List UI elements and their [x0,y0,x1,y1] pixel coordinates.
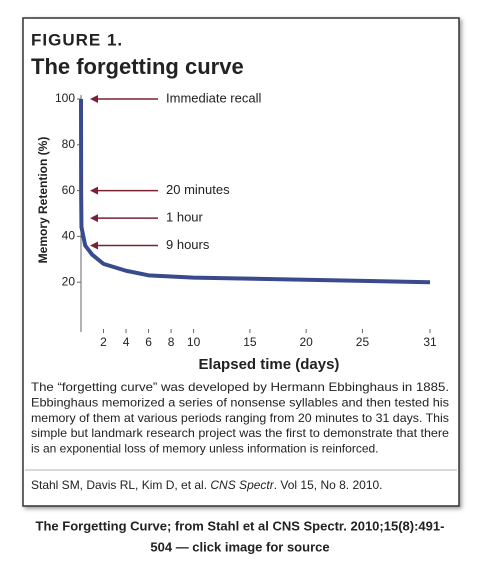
x-tick-label: 6 [145,335,152,349]
x-tick-label: 4 [123,335,130,349]
x-tick-label: 10 [187,335,201,349]
x-tick-label: 2 [100,335,107,349]
description-line: Ebbinghaus memorized a series of nonsens… [31,395,449,409]
annotation-label: 1 hour [166,210,204,225]
description-line: is an exponential loss of memory unless … [31,441,379,455]
x-tick-label: 20 [299,335,313,349]
x-tick-label: 25 [356,335,370,349]
x-axis-label: Elapsed time (days) [199,356,340,373]
caption-line: 504 — click image for source [150,539,329,554]
y-tick-label: 100 [55,91,75,105]
y-tick-label: 80 [62,137,76,151]
annotation-label: 20 minutes [166,182,230,197]
caption-line: The Forgetting Curve; from Stahl et al C… [36,518,445,533]
citation: Stahl SM, Davis RL, Kim D, et al. CNS Sp… [31,478,383,492]
annotation-arrowhead [90,241,98,250]
annotation-arrowhead [90,214,98,223]
x-tick-label: 15 [243,335,257,349]
annotation-label: Immediate recall [166,90,261,105]
citation-journal: CNS Spectr [210,478,274,492]
citation-details: . Vol 15, No 8. 2010. [274,478,383,492]
description-line: memory of them at various periods rangin… [31,411,449,425]
annotation-arrowhead [90,186,98,195]
y-tick-label: 40 [62,229,76,243]
y-axis-label: Memory Retention (%) [36,137,50,264]
description-line: simple but landmark research project was… [31,426,449,440]
curve [79,98,431,285]
x-tick-label: 8 [168,335,175,349]
x-tick-label: 31 [423,335,437,349]
annotation-arrowhead [90,95,98,103]
y-tick-label: 60 [62,183,76,197]
figure-label: FIGURE 1. [31,30,123,49]
annotation-label: 9 hours [166,237,210,252]
chart-title: The forgetting curve [31,54,244,79]
description-line: The “forgetting curve” was developed by … [31,380,449,394]
y-tick-label: 20 [62,274,76,288]
citation-authors: Stahl SM, Davis RL, Kim D, et al. [31,478,210,492]
